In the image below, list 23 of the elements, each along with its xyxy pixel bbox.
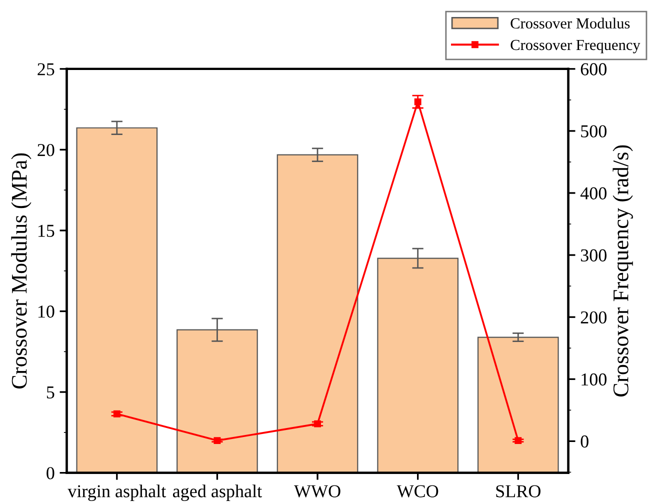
x-tick-label: virgin asphalt [68, 484, 166, 502]
y-tick-label: 10 [38, 306, 54, 318]
x-tick-label: WWO [294, 485, 340, 498]
legend-label: Crossover Modulus [510, 18, 630, 29]
y-tick-label: 5 [46, 386, 54, 398]
y2-axis-title: Crossover Frequency (rad/s) [612, 145, 633, 396]
y2-tick-label: 0 [580, 435, 588, 448]
y2-tick-label: 100 [582, 373, 606, 386]
y-tick-label: 20 [38, 144, 54, 156]
y-tick-label: 15 [38, 224, 54, 237]
y2-tick-label: 400 [580, 187, 606, 200]
y-tick-label: 25 [38, 63, 54, 76]
x-tick-label: SLRO [496, 485, 540, 498]
y-axis-title: Crossover Modulus (MPa) [11, 153, 32, 388]
x-tick-label: WCO [396, 485, 438, 498]
y-tick-label: 0 [46, 467, 54, 480]
y2-tick-label: 500 [581, 125, 606, 138]
x-tick-label: aged asphalt [172, 484, 262, 502]
y2-tick-label: 300 [580, 249, 606, 262]
bar [477, 336, 559, 473]
y2-tick-label: 600 [580, 63, 606, 76]
y2-tick-label: 200 [580, 311, 606, 324]
legend-label: Crossover Frequency [510, 40, 640, 54]
